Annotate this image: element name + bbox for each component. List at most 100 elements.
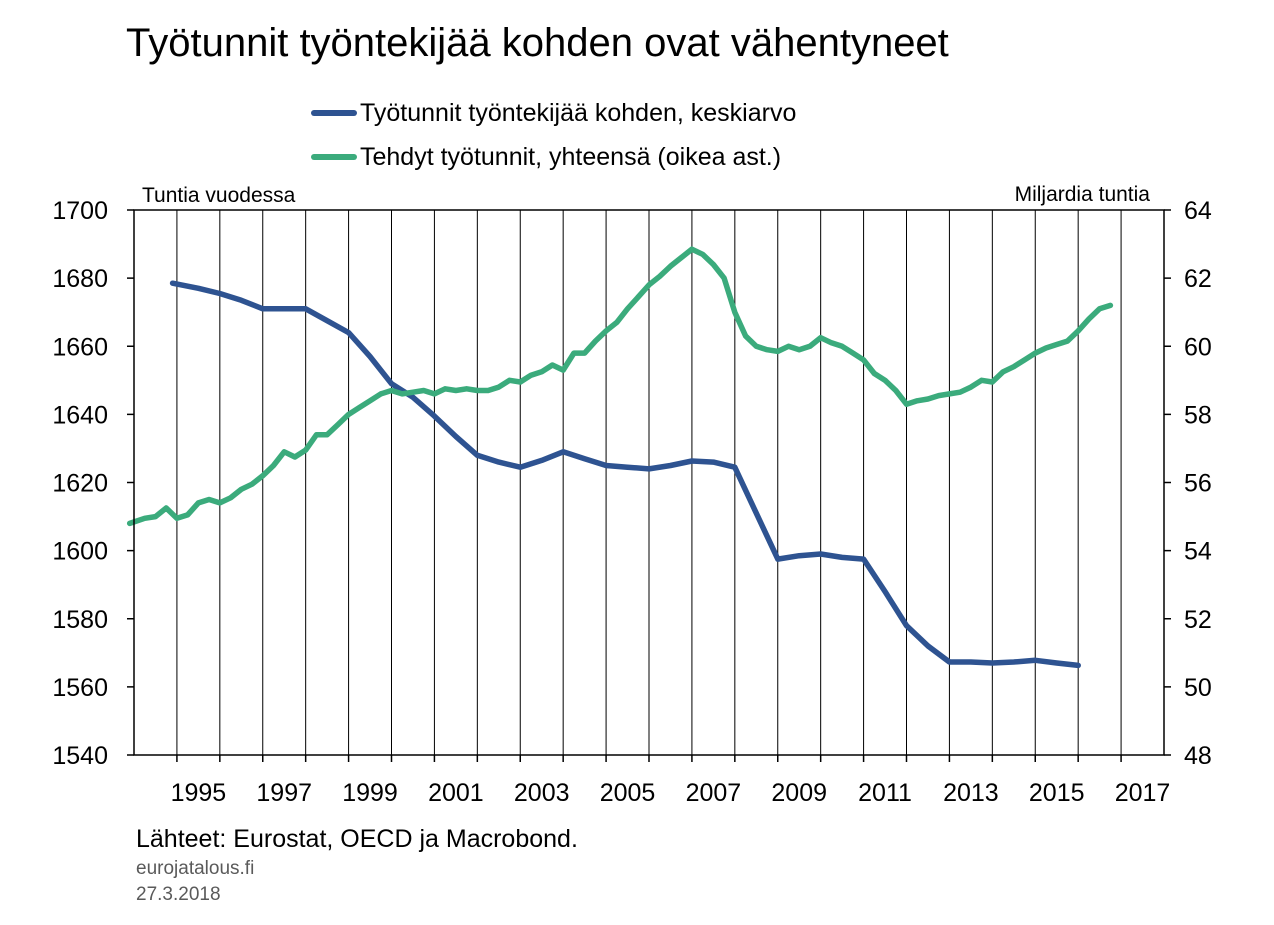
series-2-point [518,379,523,385]
right-axis: 48 50 52 54 56 58 60 62 64 [1164,197,1212,770]
x-tick-label: 2017 [1115,779,1171,807]
series-2-point [228,495,233,500]
series-2-point [603,328,609,334]
series-1-point [668,463,673,468]
series-2-point [442,386,448,391]
series-2-point [1065,338,1070,344]
series-2-point [185,512,190,518]
series-2-point [271,463,276,468]
left-tick-label: 1540 [52,742,108,770]
series-2-point [1022,357,1027,363]
series-2-point [582,350,587,356]
series-1-point [603,463,609,468]
x-tick-label: 1999 [342,779,398,807]
series-1-point [539,458,544,463]
series-1-point [453,434,459,439]
right-tick-label: 62 [1184,265,1212,293]
series-2-point [357,405,362,410]
right-tick-label: 52 [1184,606,1212,634]
series-2-point [1108,303,1113,308]
series-1-point [1033,658,1038,663]
series-2-point [936,393,941,398]
series-2-point [217,500,222,506]
series-2-point [389,388,394,393]
series-1-point [518,465,523,470]
series-2-point [410,390,416,395]
series-1-point [582,456,587,461]
left-tick-label: 1660 [52,333,108,361]
series-2-point [550,362,555,368]
series-2-point [571,350,577,356]
series-1-point [410,395,416,400]
x-tick-label: 2007 [686,779,742,807]
series-2-point [807,344,813,349]
series-1-point [432,413,437,419]
left-tick-label: 1580 [52,606,108,634]
series-2-point [764,347,770,352]
series-2-point [893,388,898,393]
series-1-point [947,659,952,665]
series-2-point [324,432,330,437]
series-2-point [754,344,759,349]
series-2-point [153,514,158,519]
series-2-point [421,388,426,393]
series-2-point [196,500,201,506]
series-2-point [303,447,308,453]
series-2-point [668,264,673,269]
right-tick-label: 58 [1184,401,1212,429]
series-2-point [872,371,877,376]
series-1-point [754,511,759,516]
series-2-point [335,422,341,427]
publish-date: 27.3.2018 [136,884,221,905]
series-2-point [400,391,405,397]
series-1-point [475,453,480,458]
x-tick-label: 2009 [771,779,827,807]
right-tick-label: 48 [1184,742,1212,770]
gridlines [176,210,1122,755]
series-1-point [818,551,823,557]
left-axis: 1540 1560 1580 1600 1620 1640 1660 1680 1700 [52,197,134,770]
right-axis-unit-label: Miljardia tuntia [1015,183,1151,206]
series-2-point [485,388,491,393]
series-1-point [990,660,995,666]
series-2-point [1011,364,1016,369]
series-2-point [839,344,845,349]
series-2-point [496,384,501,390]
series-1-point [1054,660,1059,666]
series-2-point [1043,345,1049,351]
left-tick-label: 1620 [52,470,108,498]
series-2-point [657,274,662,279]
series-2-point [904,402,909,407]
series-1-point [561,449,566,454]
x-tick-label: 2003 [514,779,570,807]
source-note: Lähteet: Eurostat, OECD ja Macrobond. [136,825,578,853]
series-2-point [378,391,383,397]
series-1-point [711,459,716,465]
series-2-point [1000,369,1006,374]
series-2-point [239,487,244,492]
series-1-point [689,458,695,464]
series-2-point [346,412,351,417]
series-1-point [282,306,287,311]
site-name: eurojatalous.fi [136,858,254,879]
series-2-point [464,386,469,391]
series-1-point [196,286,201,291]
series-2-point [786,344,791,349]
right-tick-label: 54 [1184,538,1212,566]
series-line-2 [126,246,1114,527]
series-2-point [797,347,802,352]
series-1-point [389,381,394,386]
series-2-point [539,369,544,374]
series-2-point [689,247,695,252]
series-2-point [979,378,984,383]
series-2-point [646,282,652,288]
series-2-point [818,335,823,340]
series-2-point [314,432,319,437]
series-line-1 [169,280,1081,669]
series-2-point [260,473,265,478]
right-tick-label: 50 [1184,674,1212,702]
series-2-point [679,255,684,260]
series-2-point [507,378,512,383]
series-2-point [636,294,641,300]
